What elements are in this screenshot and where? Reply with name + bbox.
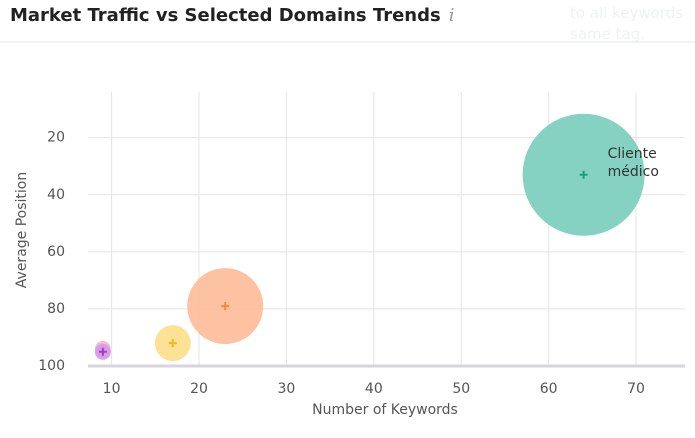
bubble-group	[154, 325, 191, 362]
x-tick-label: 40	[365, 381, 383, 397]
bubble-center	[579, 170, 588, 179]
bubble-center	[168, 339, 177, 348]
bubble-center	[98, 347, 107, 356]
x-tick-label: 20	[190, 381, 208, 397]
point-label: Cliente médico	[607, 145, 659, 180]
title-text: Market Traffic vs Selected Domains Trend…	[10, 5, 441, 26]
x-tick-label: 10	[103, 381, 121, 397]
y-axis-title: Average Position	[14, 172, 30, 288]
x-tick-label: 70	[627, 381, 645, 397]
bubble-group	[522, 113, 645, 236]
x-axis-title: Number of Keywords	[312, 402, 458, 418]
x-tick-label: 50	[452, 381, 470, 397]
info-icon[interactable]: i	[448, 5, 455, 26]
y-tick-label: 80	[47, 301, 65, 317]
y-tick-label: 40	[47, 187, 65, 203]
bubble-center	[221, 302, 230, 311]
bubble-group	[94, 343, 111, 360]
chart-title: Market Traffic vs Selected Domains Trend…	[10, 5, 454, 26]
x-tick-label: 60	[540, 381, 558, 397]
y-tick-label: 60	[47, 244, 65, 260]
y-tick-label: 20	[47, 130, 65, 146]
background-text: same tag.	[570, 25, 645, 43]
background-text: to all keywords	[570, 4, 684, 22]
y-tick-label: 100	[38, 358, 65, 374]
x-tick-label: 30	[278, 381, 296, 397]
bubble-group	[187, 268, 264, 345]
